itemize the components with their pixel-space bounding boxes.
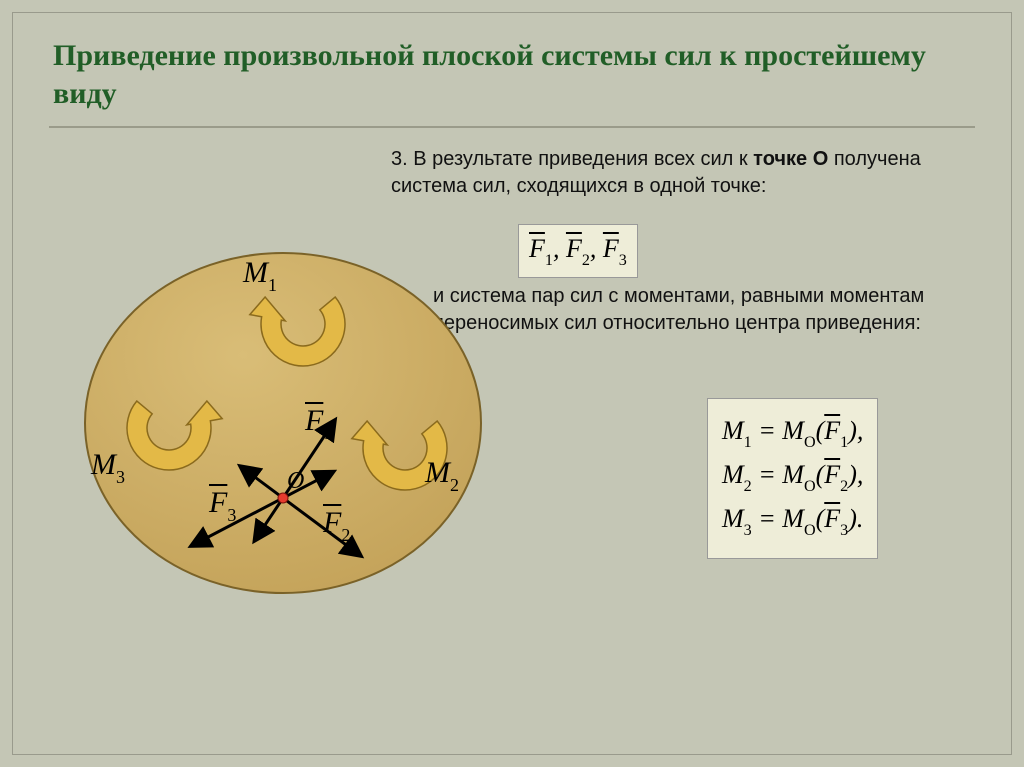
p: ). bbox=[848, 504, 863, 533]
v: F bbox=[824, 416, 840, 445]
label-O: O bbox=[287, 468, 304, 495]
page-title: Приведение произвольной плоской системы … bbox=[13, 13, 1011, 126]
label-M2: M2 bbox=[425, 456, 459, 494]
text: 3. В результате приведения всех сил к bbox=[391, 148, 753, 170]
s: O bbox=[804, 434, 816, 451]
v: M bbox=[722, 416, 744, 445]
label-F3: F3 bbox=[209, 486, 236, 524]
s: 1 bbox=[268, 275, 277, 295]
var-F: F bbox=[603, 234, 619, 263]
v: F bbox=[824, 460, 840, 489]
label-M1: M1 bbox=[243, 256, 277, 294]
paragraph-1: 3. В результате приведения всех сил к то… bbox=[391, 146, 951, 200]
p: ), bbox=[848, 460, 863, 489]
s: 1 bbox=[744, 434, 752, 451]
v: M bbox=[722, 504, 744, 533]
s: O bbox=[804, 478, 816, 495]
s: 1 bbox=[840, 434, 848, 451]
content-area: 3. В результате приведения всех сил к то… bbox=[13, 128, 1011, 688]
s: 3 bbox=[840, 522, 848, 539]
slide: Приведение произвольной плоской системы … bbox=[12, 12, 1012, 755]
s: 2 bbox=[744, 478, 752, 495]
v: = M bbox=[752, 504, 804, 533]
label-F2: F2 bbox=[323, 506, 350, 544]
v: F bbox=[323, 506, 341, 539]
paragraph-2: и система пар сил с моментами, равными м… bbox=[433, 283, 963, 337]
s: 2 bbox=[341, 525, 350, 545]
s: 3 bbox=[744, 522, 752, 539]
v: F bbox=[305, 404, 323, 437]
p: ( bbox=[816, 504, 825, 533]
s: O bbox=[804, 522, 816, 539]
p: ( bbox=[816, 460, 825, 489]
equation-2: M2 = MO(F2), bbox=[722, 457, 863, 497]
s: 1 bbox=[323, 423, 332, 443]
v: F bbox=[824, 504, 840, 533]
force-diagram: M1 M2 M3 F1 F2 F3 O bbox=[73, 238, 493, 608]
v: = M bbox=[752, 460, 804, 489]
v: M bbox=[425, 456, 450, 489]
sub: 1 bbox=[545, 252, 553, 269]
sub: 3 bbox=[619, 252, 627, 269]
s: 2 bbox=[840, 478, 848, 495]
v: M bbox=[243, 256, 268, 289]
v: = M bbox=[752, 416, 804, 445]
v: F bbox=[209, 486, 227, 519]
s: 3 bbox=[116, 467, 125, 487]
equation-3: M3 = MO(F3). bbox=[722, 501, 863, 541]
equation-1: M1 = MO(F1), bbox=[722, 413, 863, 453]
s: 2 bbox=[450, 475, 459, 495]
s: 3 bbox=[227, 505, 236, 525]
v: M bbox=[91, 448, 116, 481]
label-F1: F1 bbox=[305, 404, 332, 442]
var-F: F bbox=[529, 234, 545, 263]
label-M3: M3 bbox=[91, 448, 125, 486]
v: M bbox=[722, 460, 744, 489]
diagram-svg bbox=[73, 238, 493, 608]
p: ), bbox=[848, 416, 863, 445]
sub: 2 bbox=[582, 252, 590, 269]
var-F: F bbox=[566, 234, 582, 263]
text-bold: точке О bbox=[753, 148, 828, 170]
formula-moments: M1 = MO(F1), M2 = MO(F2), M3 = MO(F3). bbox=[707, 398, 878, 559]
p: ( bbox=[816, 416, 825, 445]
formula-forces: F1, F2, F3 bbox=[518, 224, 638, 278]
